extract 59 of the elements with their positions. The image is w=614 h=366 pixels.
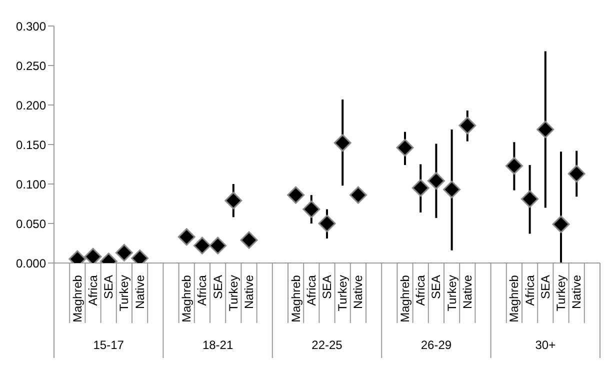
x-tick-label: Africa <box>195 274 210 306</box>
y-tick-label: 0.200 <box>16 98 46 112</box>
point <box>209 236 227 254</box>
y-tick-label: 0.150 <box>16 138 46 152</box>
y-tick-label: 0.050 <box>16 216 46 231</box>
point <box>349 186 367 204</box>
point <box>115 244 133 262</box>
x-tick-label: Native <box>351 274 366 310</box>
x-tick-label: Africa <box>414 274 428 306</box>
y-tick-label: 0.100 <box>16 177 46 192</box>
x-tick-label: SEA <box>210 275 225 300</box>
x-tick-label: Maghreb <box>507 274 522 322</box>
point <box>568 164 586 182</box>
x-tick-label: Turkey <box>117 275 132 312</box>
x-tick-label: SEA <box>538 275 552 300</box>
x-tick-label: Native <box>570 274 584 310</box>
y-tick-label: 0.000 <box>16 256 46 270</box>
x-tick-label: SEA <box>429 275 444 300</box>
point <box>412 179 430 197</box>
point <box>302 200 320 218</box>
point <box>552 216 570 234</box>
x-tick-label: Maghreb <box>180 274 194 322</box>
text: 15-17 <box>93 338 124 352</box>
point <box>224 192 242 210</box>
point <box>84 248 102 263</box>
point <box>178 228 196 246</box>
x-tick-label: Maghreb <box>288 274 303 322</box>
x-tick-label: Native <box>460 274 474 310</box>
point <box>521 190 539 208</box>
x-tick-label: Turkey <box>444 275 459 312</box>
point <box>505 157 523 175</box>
point <box>240 231 258 249</box>
x-tick-label: Maghreb <box>70 274 84 322</box>
point <box>334 134 352 152</box>
text: 26-29 <box>420 338 452 352</box>
point <box>536 120 554 138</box>
point <box>193 236 211 254</box>
x-tick-label: Africa <box>86 274 100 306</box>
text: 18-21 <box>202 338 234 352</box>
x-tick-label: SEA <box>102 275 116 300</box>
y-tick-label: 0.250 <box>16 58 46 73</box>
text: 30+ <box>535 338 556 352</box>
x-tick-label: Native <box>132 274 147 310</box>
y-tick-label: 0.300 <box>16 19 46 34</box>
point <box>396 138 414 156</box>
x-tick-label: Africa <box>522 274 537 306</box>
point <box>287 186 305 204</box>
x-tick-label: Native <box>242 274 256 310</box>
x-tick-label: Turkey <box>226 275 240 312</box>
x-tick-label: Maghreb <box>398 274 412 322</box>
x-tick-label: SEA <box>320 275 334 300</box>
point <box>443 180 461 198</box>
text: 22-25 <box>312 338 343 352</box>
x-tick-label: Turkey <box>554 275 568 312</box>
point <box>458 116 476 134</box>
x-tick-label: Africa <box>304 274 318 306</box>
x-tick-label: Turkey <box>336 275 350 312</box>
point <box>427 172 445 190</box>
point <box>318 214 336 232</box>
